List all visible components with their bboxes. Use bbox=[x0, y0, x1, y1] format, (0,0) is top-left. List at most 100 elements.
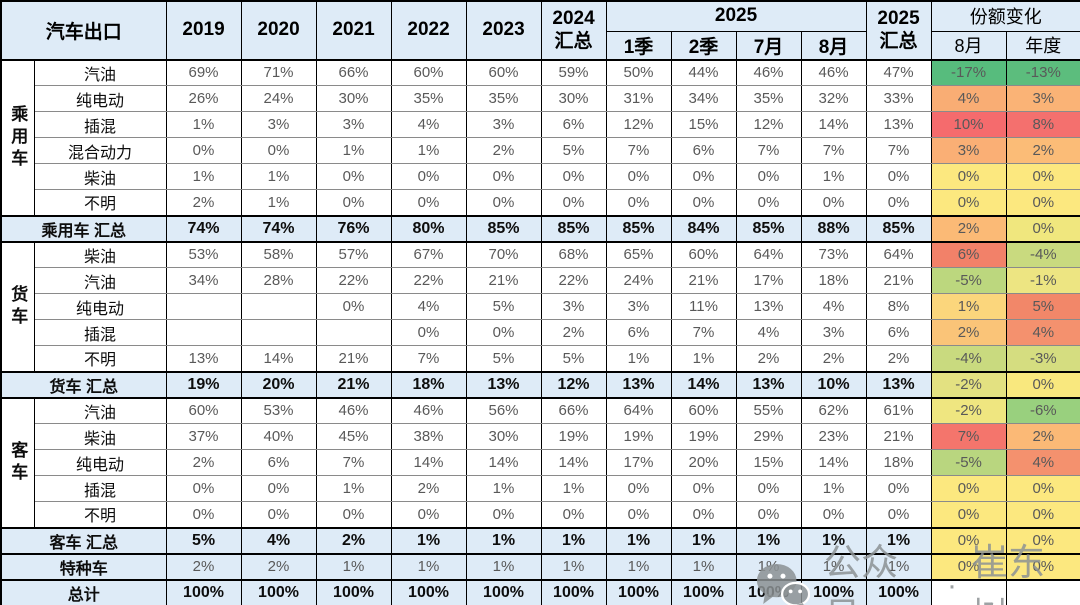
cell-share-change: 0% bbox=[1005, 163, 1080, 190]
cell-share-change: 0% bbox=[930, 163, 1007, 190]
cell-value: 100% bbox=[800, 578, 867, 605]
row-label: 汽油 bbox=[33, 267, 167, 294]
cell-value: 100% bbox=[465, 578, 542, 605]
cell-value: 4% bbox=[390, 111, 467, 138]
cell-value: 1% bbox=[800, 163, 867, 190]
cell-share-change bbox=[930, 578, 1007, 605]
cell-value: 60% bbox=[465, 59, 542, 86]
table-row: 插混 0% 0% 1% 2% 1% 1% 0% 0% 0% 1% 0% 0% 0% bbox=[1, 475, 1080, 502]
cell-value: 3% bbox=[800, 319, 867, 346]
cell-value: 64% bbox=[865, 241, 932, 268]
row-label: 纯电动 bbox=[33, 449, 167, 476]
cell-value: 1% bbox=[605, 552, 672, 581]
cell-value: 85% bbox=[465, 214, 542, 243]
cell-share-change: 10% bbox=[930, 111, 1007, 138]
cell-value bbox=[165, 293, 242, 320]
row-label: 柴油 bbox=[33, 163, 167, 190]
cell-value: 26% bbox=[165, 85, 242, 112]
cell-value: 0% bbox=[240, 501, 317, 528]
col-group-2025: 2025 bbox=[605, 0, 867, 32]
cell-value: 0% bbox=[465, 501, 542, 528]
cell-value: 1% bbox=[540, 552, 607, 581]
cell-value: 18% bbox=[390, 370, 467, 399]
table-row: 纯电动 26% 24% 30% 35% 35% 30% 31% 34% 35% 32% 33% 4% 3% bbox=[1, 85, 1080, 112]
row-label: 汽油 bbox=[33, 59, 167, 86]
cell-value: 85% bbox=[735, 214, 802, 243]
cell-value: 22% bbox=[315, 267, 392, 294]
cell-value: 19% bbox=[605, 423, 672, 450]
cell-value: 1% bbox=[465, 526, 542, 555]
cell-value: 0% bbox=[315, 293, 392, 320]
col-2025-jul: 7月 bbox=[735, 30, 802, 60]
cell-value: 0% bbox=[465, 189, 542, 216]
cell-share-change: 4% bbox=[1005, 449, 1080, 476]
cell-share-change: 0% bbox=[1005, 214, 1080, 243]
row-label: 不明 bbox=[33, 189, 167, 216]
cell-share-change: 3% bbox=[930, 137, 1007, 164]
summary-row: 特种车 2% 2% 1% 1% 1% 1% 1% 1% 1% 1% 1% 0% 0% bbox=[0, 552, 1080, 581]
cell-value: 1% bbox=[670, 345, 737, 372]
table-row: 汽油 34% 28% 22% 22% 21% 22% 24% 21% 17% 18% 21% -5% -1… bbox=[1, 267, 1080, 294]
table-row: 不明 2% 1% 0% 0% 0% 0% 0% 0% 0% 0% 0% 0% 0% bbox=[1, 189, 1080, 216]
col-2023: 2023 bbox=[465, 0, 542, 60]
cell-value: 85% bbox=[865, 214, 932, 243]
cell-value: 0% bbox=[315, 189, 392, 216]
cell-value: 59% bbox=[540, 59, 607, 86]
cell-value: 13% bbox=[735, 370, 802, 399]
cell-value: 100% bbox=[735, 578, 802, 605]
cell-value: 66% bbox=[540, 397, 607, 424]
cell-value: 1% bbox=[315, 552, 392, 581]
cell-value: 21% bbox=[315, 345, 392, 372]
cell-value: 0% bbox=[865, 475, 932, 502]
summary-row: 总计 100% 100% 100% 100% 100% 100% 100% 100% 100% 10… bbox=[0, 578, 1080, 605]
cell-value: 3% bbox=[315, 111, 392, 138]
cell-share-change: 0% bbox=[1005, 501, 1080, 528]
cell-value: 0% bbox=[605, 475, 672, 502]
cell-share-change: 2% bbox=[930, 319, 1007, 346]
cell-value: 50% bbox=[605, 59, 672, 86]
cell-value: 100% bbox=[315, 578, 392, 605]
cell-value: 85% bbox=[605, 214, 672, 243]
col-2020: 2020 bbox=[240, 0, 317, 60]
cell-value: 12% bbox=[605, 111, 672, 138]
cell-value: 0% bbox=[735, 189, 802, 216]
cell-value: 60% bbox=[670, 241, 737, 268]
category-label-text: 货车 bbox=[8, 284, 28, 329]
table-row: 柴油 37% 40% 45% 38% 30% 19% 19% 19% 29% 23% 21% 7% 2% bbox=[1, 423, 1080, 450]
cell-value: 64% bbox=[605, 397, 672, 424]
cell-value: 14% bbox=[240, 345, 317, 372]
cell-value: 21% bbox=[315, 370, 392, 399]
cell-value: 85% bbox=[540, 214, 607, 243]
table-row: 插混 0% 0% 2% 6% 7% 4% 3% 6% 2% 4% bbox=[1, 319, 1080, 346]
col-2021: 2021 bbox=[315, 0, 392, 60]
cell-value: 38% bbox=[390, 423, 467, 450]
cell-value: 2% bbox=[540, 319, 607, 346]
cell-value: 61% bbox=[865, 397, 932, 424]
summary-label: 总计 bbox=[0, 578, 167, 605]
cell-value: 35% bbox=[735, 85, 802, 112]
cell-value: 2% bbox=[735, 345, 802, 372]
cell-value: 13% bbox=[605, 370, 672, 399]
cell-value: 0% bbox=[735, 163, 802, 190]
cell-value: 15% bbox=[735, 449, 802, 476]
cell-share-change: 0% bbox=[930, 526, 1007, 555]
cell-value: 7% bbox=[735, 137, 802, 164]
cell-value: 56% bbox=[465, 397, 542, 424]
cell-value: 7% bbox=[670, 319, 737, 346]
cell-value: 1% bbox=[670, 526, 737, 555]
cell-value: 1% bbox=[315, 137, 392, 164]
cell-value: 1% bbox=[390, 526, 467, 555]
cell-value: 4% bbox=[240, 526, 317, 555]
summary-label: 客车 汇总 bbox=[0, 526, 167, 555]
cell-value: 34% bbox=[165, 267, 242, 294]
cell-value bbox=[240, 293, 317, 320]
cell-value: 1% bbox=[390, 552, 467, 581]
summary-row: 乘用车 汇总 74% 74% 76% 80% 85% 85% 85% 84% 85% 88% 85% 2… bbox=[0, 214, 1080, 243]
cell-value: 65% bbox=[605, 241, 672, 268]
cell-share-change: 0% bbox=[930, 501, 1007, 528]
cell-value: 2% bbox=[240, 552, 317, 581]
cell-value: 71% bbox=[240, 59, 317, 86]
cell-value: 2% bbox=[390, 475, 467, 502]
cell-value bbox=[165, 319, 242, 346]
cell-value: 19% bbox=[540, 423, 607, 450]
